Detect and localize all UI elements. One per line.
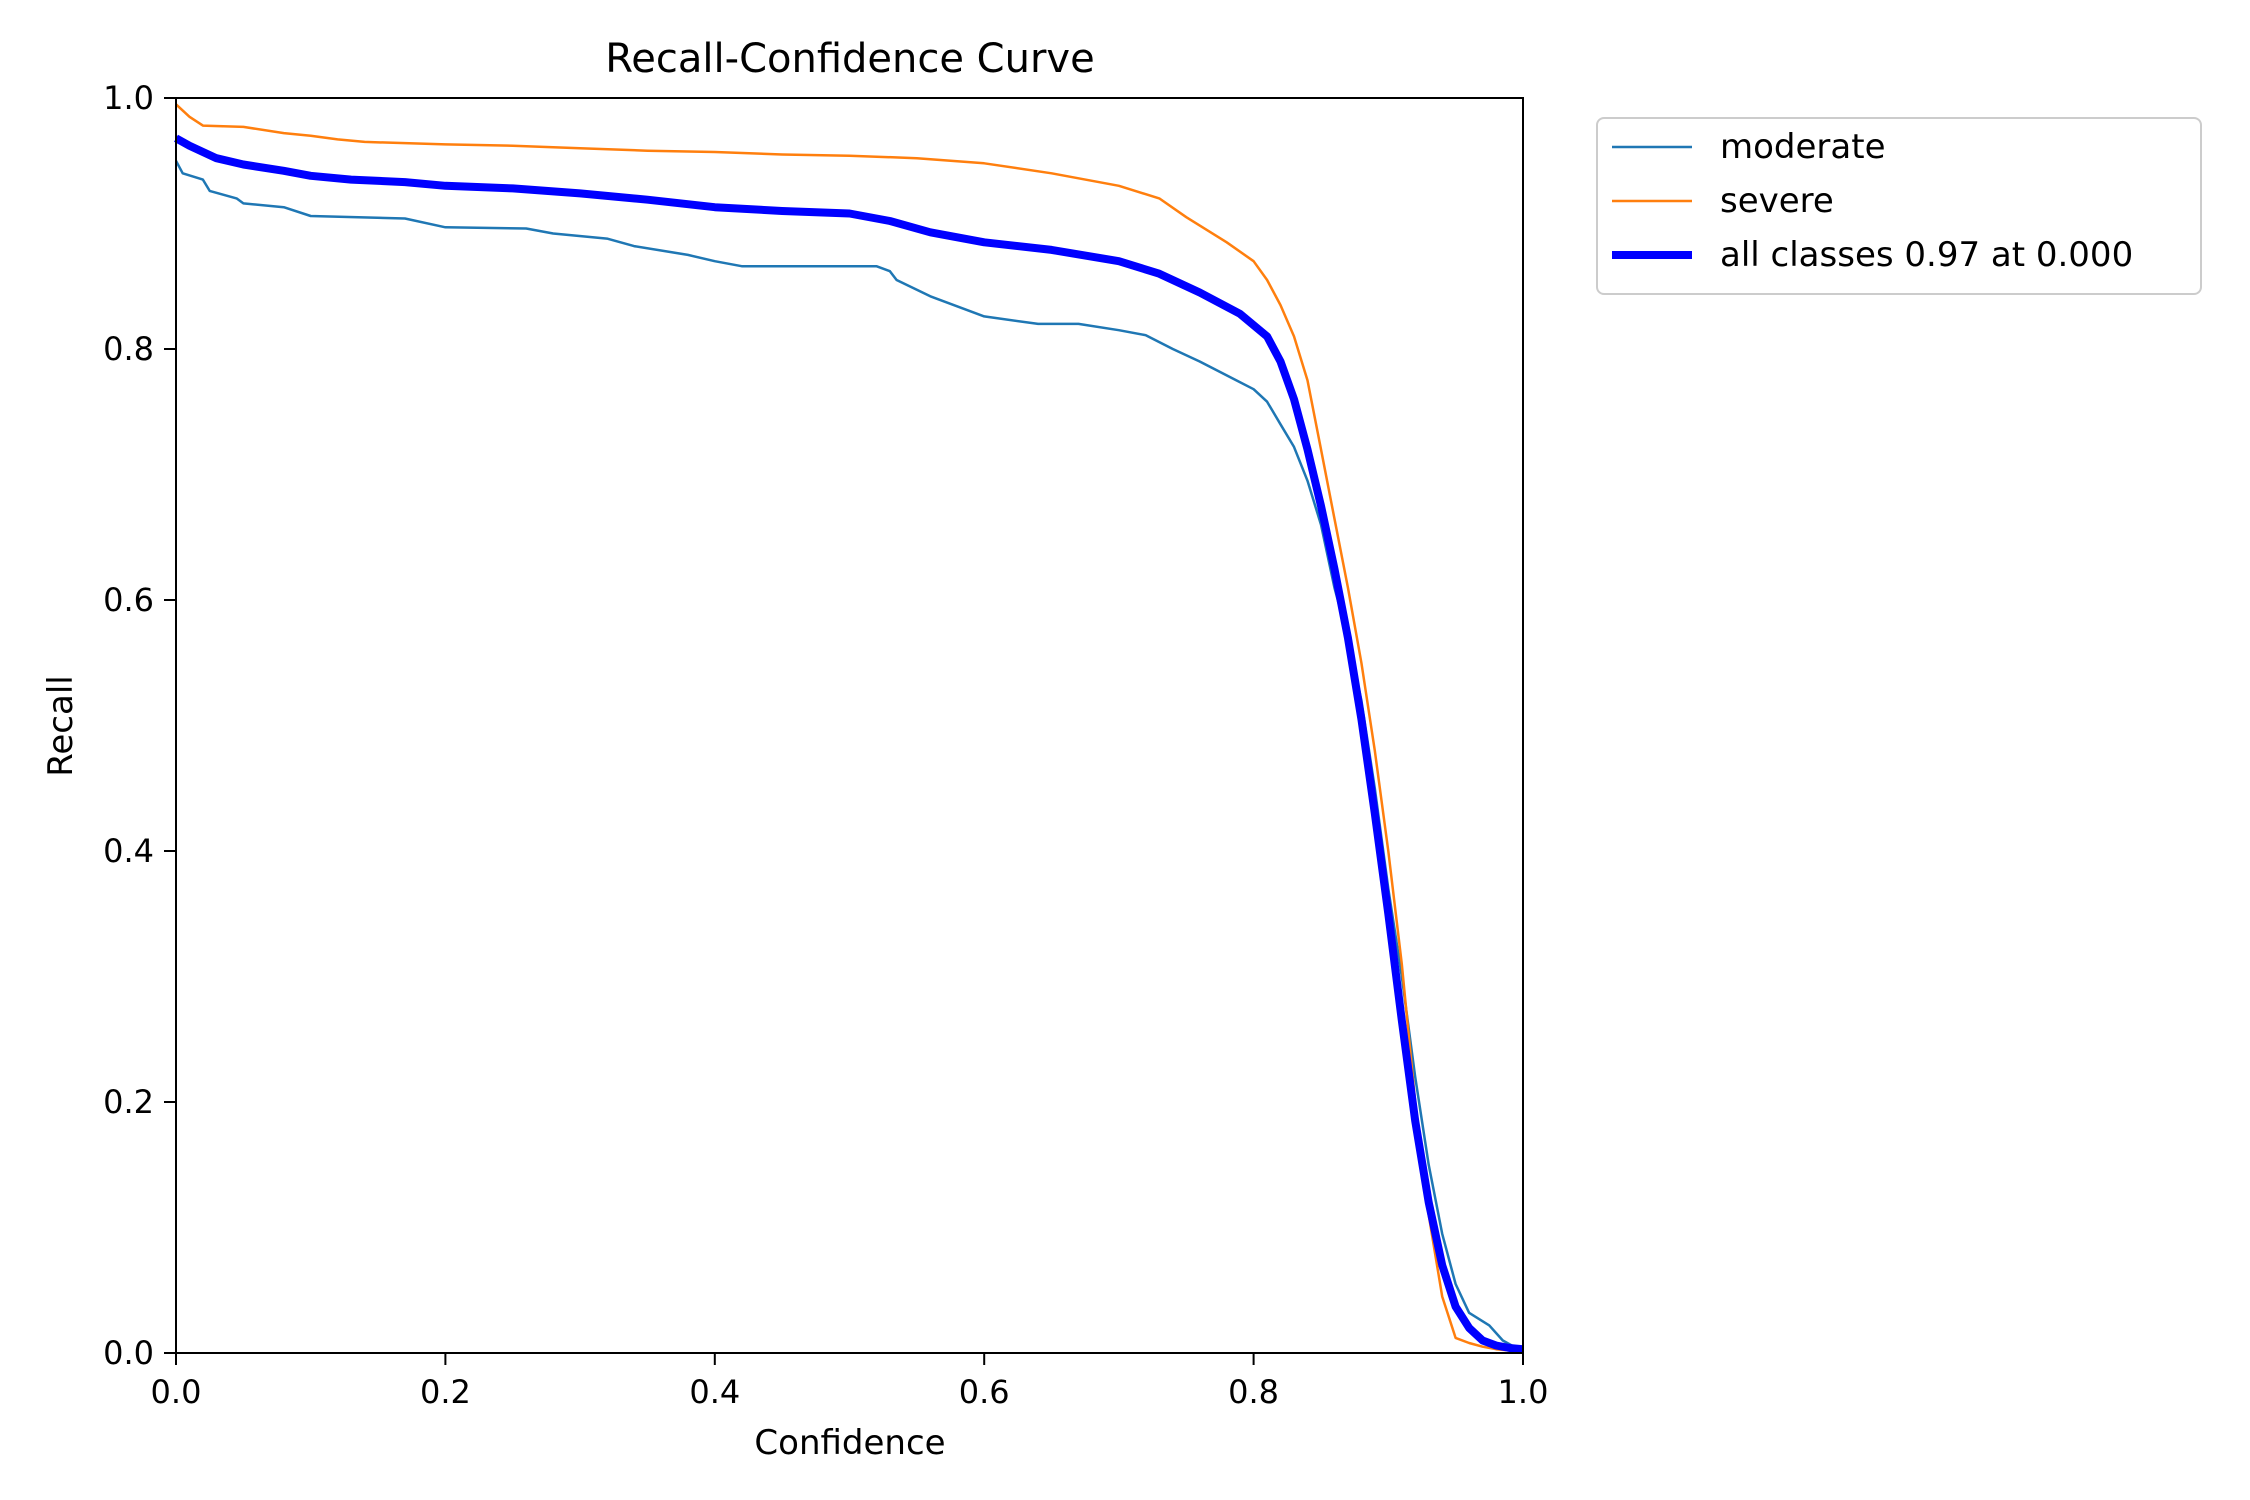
x-tick-label: 0.4 — [689, 1373, 740, 1411]
legend-label-2: all classes 0.97 at 0.000 — [1720, 235, 2133, 275]
x-axis-label: Confidence — [754, 1423, 945, 1463]
series-line-2 — [174, 134, 1524, 1354]
y-tick-label: 0.0 — [103, 1334, 154, 1372]
series-layer — [174, 103, 1524, 1354]
y-axis-ticks: 0.0 0.2 0.4 0.6 0.8 1.0 — [103, 79, 176, 1372]
x-tick-label: 0.8 — [1228, 1373, 1279, 1411]
chart-title: Recall-Confidence Curve — [605, 36, 1094, 82]
legend-frame — [1596, 117, 2202, 295]
plot-frame — [175, 97, 1524, 1354]
x-tick-label: 0.0 — [151, 1373, 202, 1411]
y-tick-label: 0.2 — [103, 1083, 154, 1121]
y-tick-label: 0.4 — [103, 832, 154, 870]
x-tick-label: 0.2 — [420, 1373, 471, 1411]
legend-label-1: severe — [1720, 181, 1834, 221]
y-axis-label: Recall — [41, 675, 81, 776]
x-tick-label: 0.6 — [959, 1373, 1010, 1411]
series-line-0 — [174, 160, 1524, 1351]
y-tick-label: 1.0 — [103, 79, 154, 117]
x-tick-label: 1.0 — [1498, 1373, 1549, 1411]
x-axis-ticks: 0.0 0.2 0.4 0.6 0.8 1.0 — [151, 1353, 1549, 1411]
y-tick-label: 0.8 — [103, 330, 154, 368]
legend-entries: moderate severe all classes 0.97 at 0.000 — [1612, 127, 2133, 275]
legend-label-0: moderate — [1720, 127, 1885, 167]
legend: moderate severe all classes 0.97 at 0.000 — [1596, 117, 2202, 295]
y-tick-label: 0.6 — [103, 581, 154, 619]
